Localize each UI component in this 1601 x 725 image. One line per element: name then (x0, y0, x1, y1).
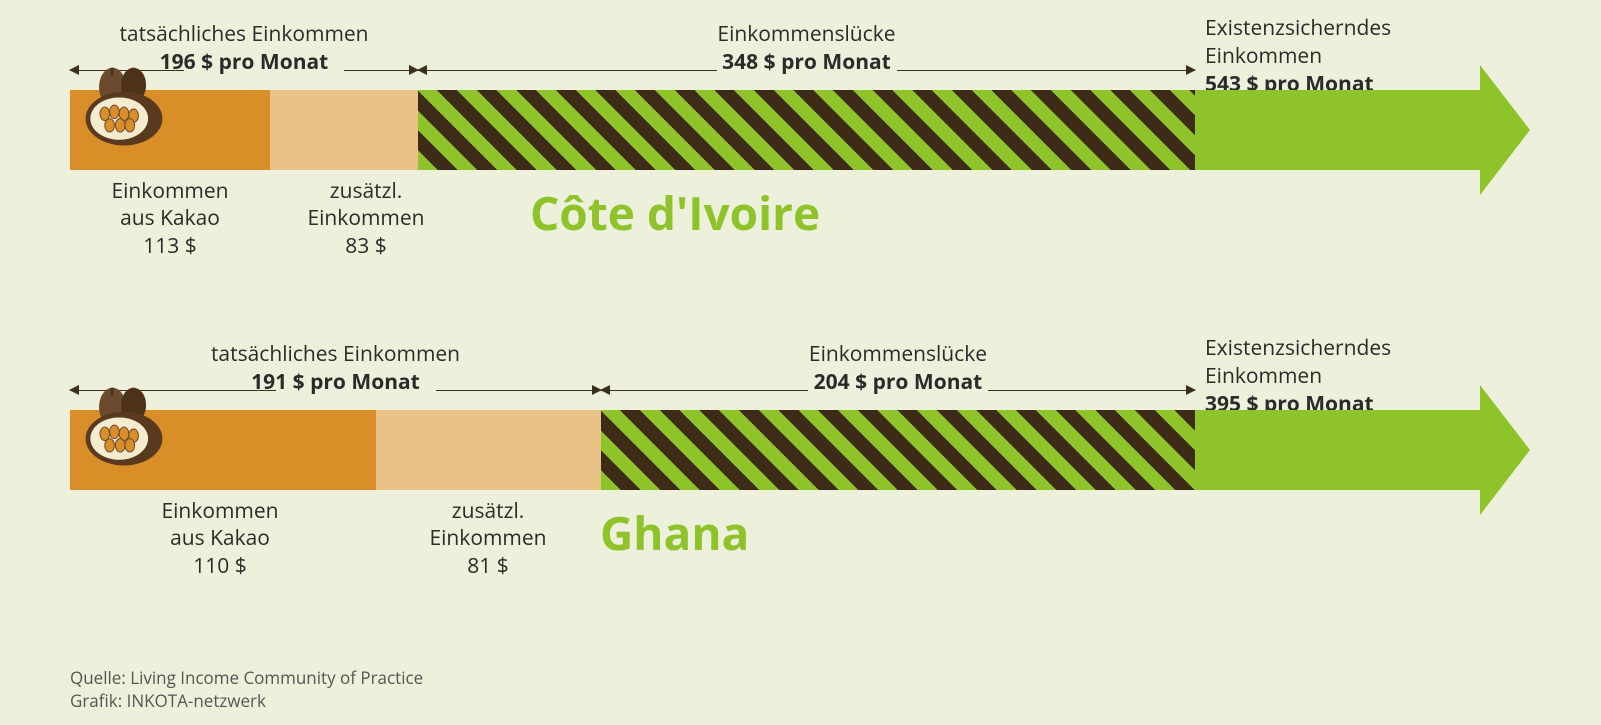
extra-income-label: zusätzl.Einkommen83 $ (286, 178, 446, 260)
country-name: Côte d'Ivoire (530, 182, 820, 244)
actual-income-text: tatsächliches Einkommen (70, 20, 418, 48)
living-income-text-1: Existenzsicherndes (1205, 14, 1505, 42)
income-gap-text: Einkommenslücke (601, 340, 1195, 368)
seg-income-gap (601, 410, 1195, 490)
seg-living-income (1195, 410, 1480, 490)
top-labels: tatsächliches Einkommen191 $ pro MonatEi… (70, 340, 1580, 410)
seg-income-gap (418, 90, 1195, 170)
seg-extra-income (376, 410, 601, 490)
source-attribution: Quelle: Living Income Community of Pract… (70, 667, 423, 713)
cocoa-income-label: Einkommenaus Kakao110 $ (140, 498, 300, 580)
extra-income-text-1: zusätzl. (452, 497, 525, 525)
cocoa-pod-icon (76, 64, 172, 154)
cocoa-income-text-2: aus Kakao (120, 204, 220, 232)
income-bar (70, 90, 1580, 170)
extra-income-value: 81 $ (467, 552, 508, 580)
cocoa-income-value: 110 $ (193, 552, 246, 580)
seg-extra-income (270, 90, 418, 170)
cocoa-income-text-1: Einkommen (111, 177, 228, 205)
under-labels: Einkommenaus Kakao113 $zusätzl.Einkommen… (70, 170, 1580, 280)
actual-income-text: tatsächliches Einkommen (70, 340, 601, 368)
extra-income-text-1: zusätzl. (330, 177, 403, 205)
under-labels: Einkommenaus Kakao110 $zusätzl.Einkommen… (70, 490, 1580, 600)
income-gap-label: Einkommenslücke204 $ pro Monat (601, 340, 1195, 396)
living-income-text-1: Existenzsicherndes (1205, 334, 1505, 362)
country-row: tatsächliches Einkommen196 $ pro MonatEi… (70, 20, 1580, 280)
cocoa-pod-icon (76, 384, 172, 474)
source-line-2: Grafik: INKOTA-netzwerk (70, 690, 423, 713)
seg-living-income (1195, 90, 1480, 170)
extra-income-text-2: Einkommen (307, 204, 424, 232)
extra-income-value: 83 $ (345, 232, 386, 260)
living-income-label: ExistenzsicherndesEinkommen543 $ pro Mon… (1205, 14, 1505, 98)
extra-income-label: zusätzl.Einkommen81 $ (408, 498, 568, 580)
income-gap-label: Einkommenslücke348 $ pro Monat (418, 20, 1195, 76)
cocoa-income-label: Einkommenaus Kakao113 $ (90, 178, 250, 260)
cocoa-income-value: 113 $ (143, 232, 196, 260)
country-row: tatsächliches Einkommen191 $ pro MonatEi… (70, 340, 1580, 600)
living-income-text-2: Einkommen (1205, 362, 1505, 390)
living-income-text-2: Einkommen (1205, 42, 1505, 70)
income-gap-text: Einkommenslücke (418, 20, 1195, 48)
income-gap-value: 348 $ pro Monat (418, 48, 1195, 76)
cocoa-income-text-2: aus Kakao (170, 524, 270, 552)
source-line-1: Quelle: Living Income Community of Pract… (70, 667, 423, 690)
cocoa-income-text-1: Einkommen (161, 497, 278, 525)
living-income-label: ExistenzsicherndesEinkommen395 $ pro Mon… (1205, 334, 1505, 418)
country-name: Ghana (600, 502, 749, 564)
extra-income-text-2: Einkommen (429, 524, 546, 552)
income-gap-value: 204 $ pro Monat (601, 368, 1195, 396)
income-bar (70, 410, 1580, 490)
top-labels: tatsächliches Einkommen196 $ pro MonatEi… (70, 20, 1580, 90)
